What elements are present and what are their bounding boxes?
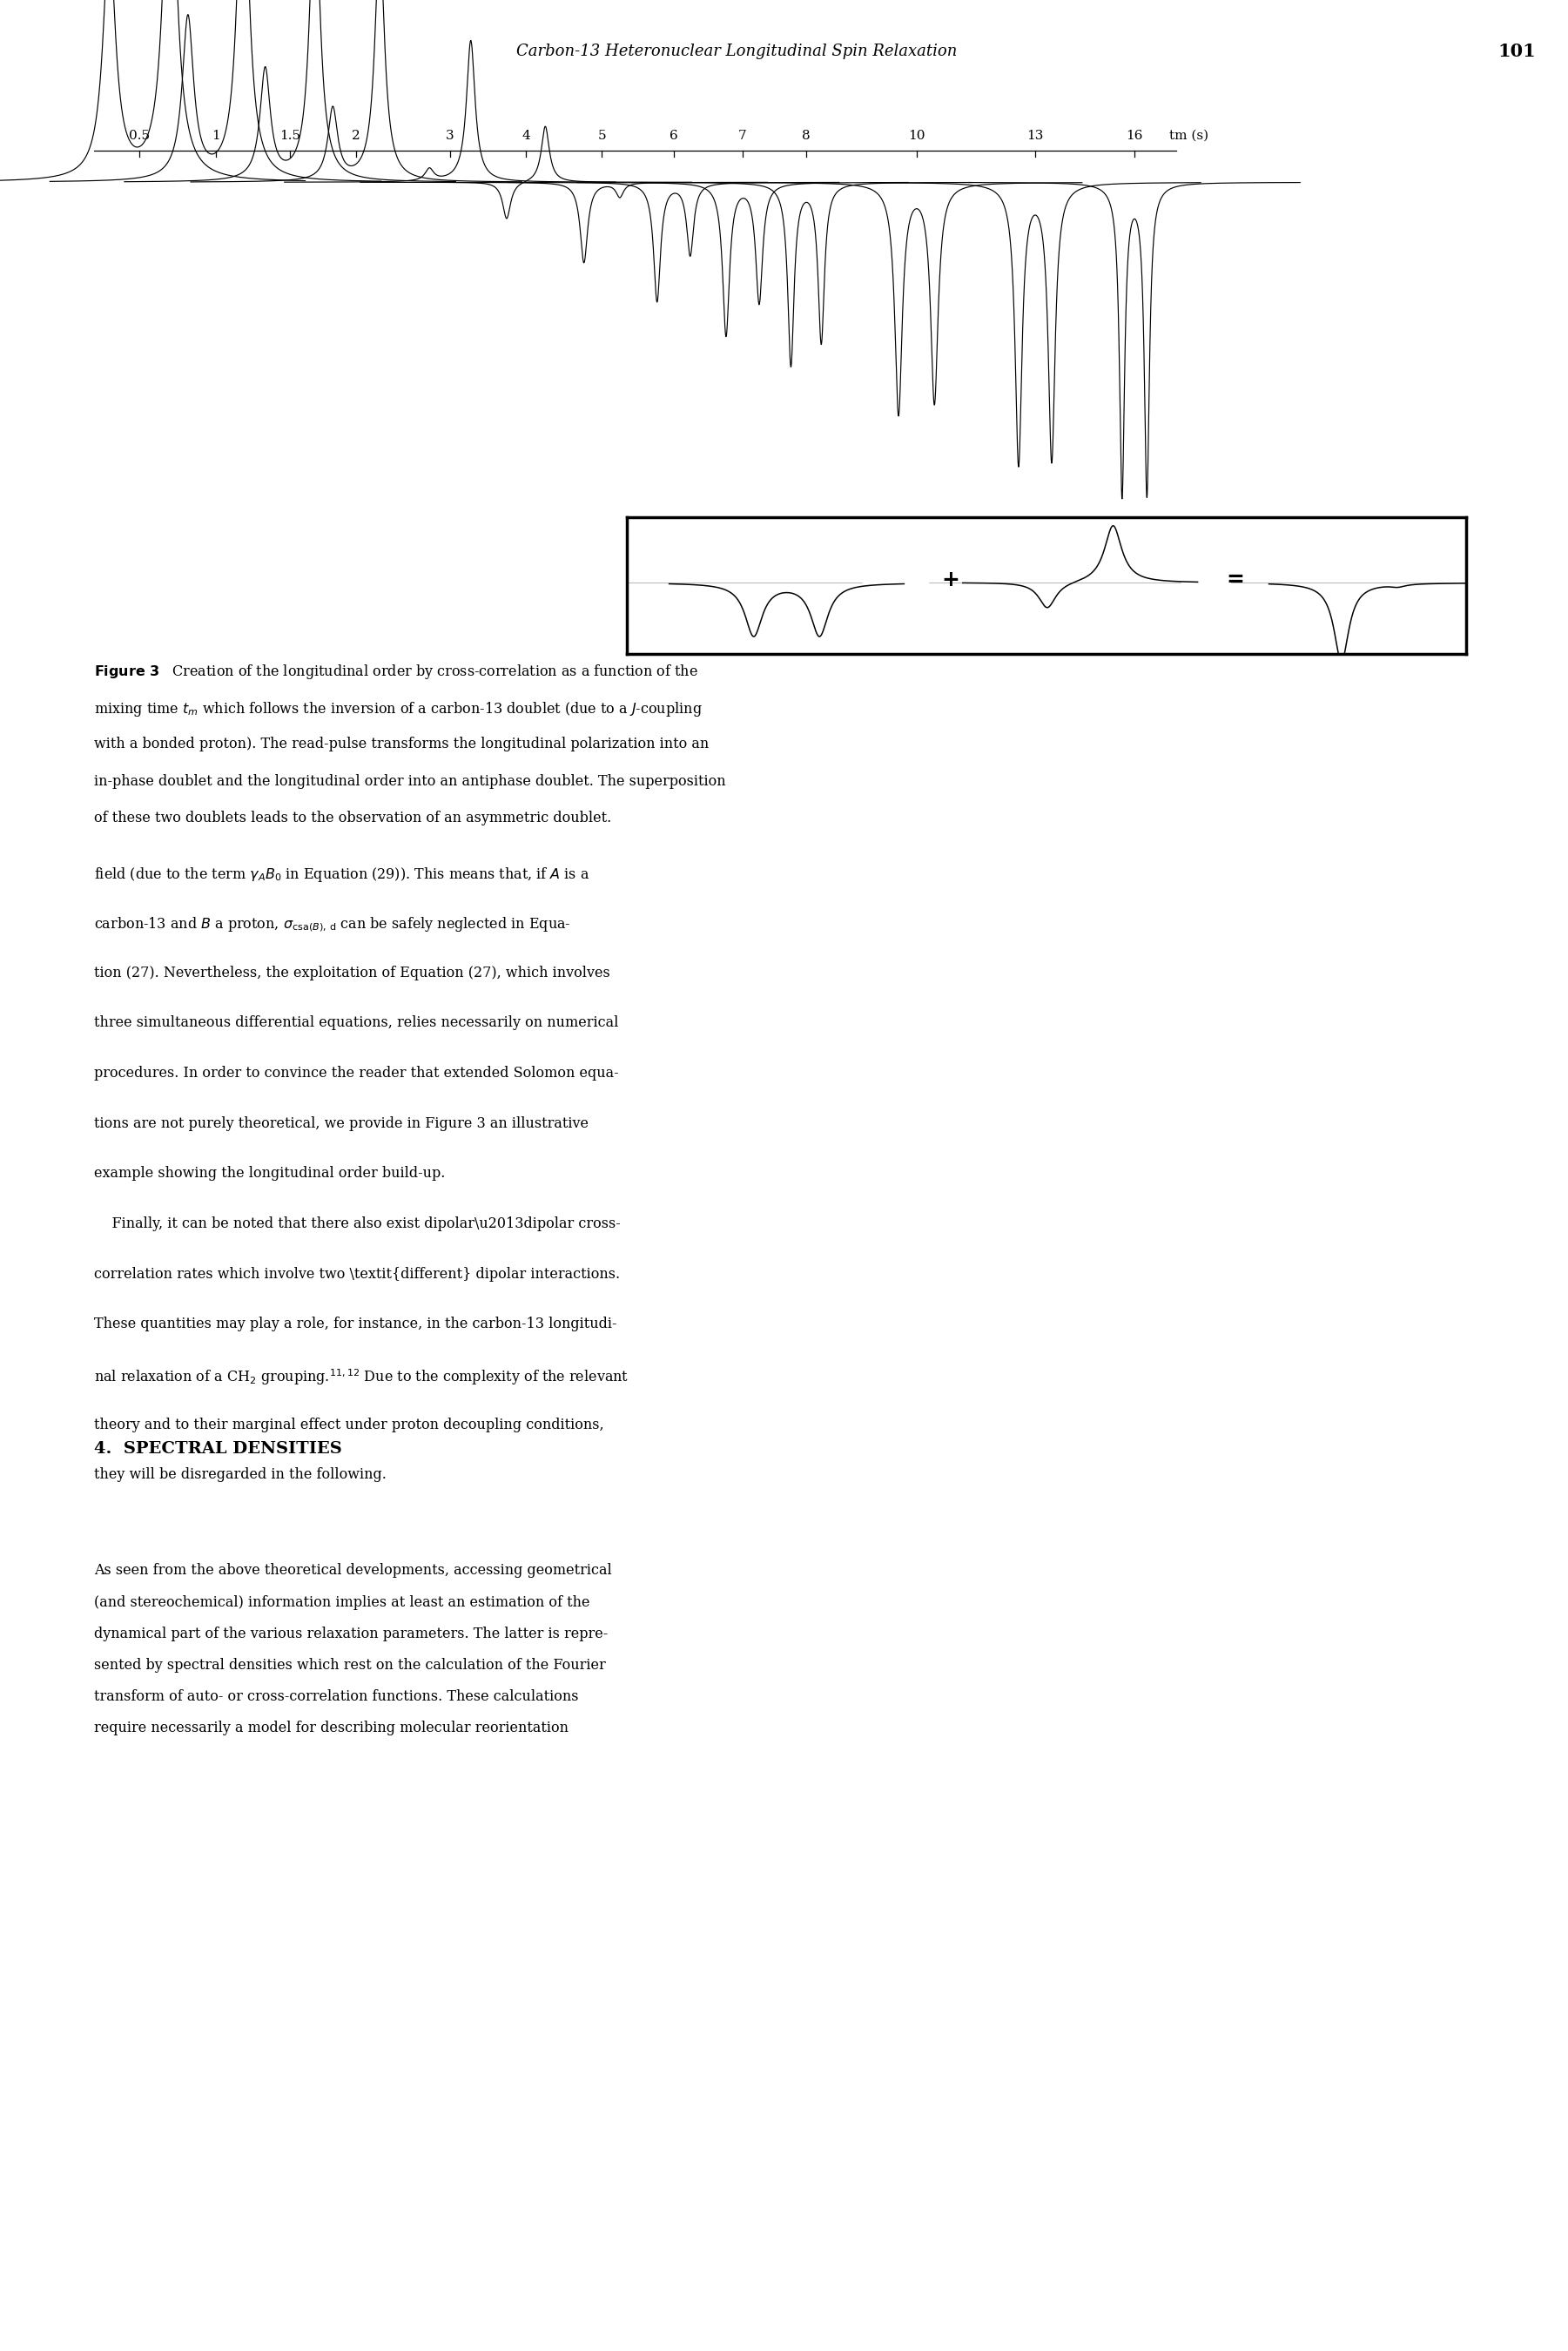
Text: require necessarily a model for describing molecular reorientation: require necessarily a model for describi… bbox=[94, 1721, 569, 1735]
Text: of these two doublets leads to the observation of an asymmetric doublet.: of these two doublets leads to the obser… bbox=[94, 811, 612, 825]
Text: 10: 10 bbox=[908, 129, 925, 141]
Text: 6: 6 bbox=[670, 129, 677, 141]
Text: 8: 8 bbox=[801, 129, 811, 141]
Text: mixing time $t_m$ which follows the inversion of a carbon-13 doublet (due to a $: mixing time $t_m$ which follows the inve… bbox=[94, 701, 702, 719]
Text: 1.5: 1.5 bbox=[279, 129, 301, 141]
Text: 1: 1 bbox=[212, 129, 220, 141]
Text: field (due to the term $\gamma_A B_0$ in Equation (29)). This means that, if $A$: field (due to the term $\gamma_A B_0$ in… bbox=[94, 865, 590, 884]
Text: example showing the longitudinal order build-up.: example showing the longitudinal order b… bbox=[94, 1166, 445, 1180]
Text: $\mathbf{Figure\ 3}$   Creation of the longitudinal order by cross-correlation a: $\mathbf{Figure\ 3}$ Creation of the lon… bbox=[94, 663, 698, 682]
Text: 5: 5 bbox=[597, 129, 607, 141]
Text: +: + bbox=[941, 569, 960, 590]
Text: carbon-13 and $B$ a proton, $\sigma_{\mathrm{csa}(B),\,\mathrm{d}}$ can be safel: carbon-13 and $B$ a proton, $\sigma_{\ma… bbox=[94, 915, 571, 933]
Text: transform of auto- or cross-correlation functions. These calculations: transform of auto- or cross-correlation … bbox=[94, 1688, 579, 1704]
Text: nal relaxation of a CH$_2$ grouping.$^{11,12}$ Due to the complexity of the rele: nal relaxation of a CH$_2$ grouping.$^{1… bbox=[94, 1366, 629, 1387]
Text: 101: 101 bbox=[1497, 42, 1535, 61]
Text: three simultaneous differential equations, relies necessarily on numerical: three simultaneous differential equation… bbox=[94, 1016, 618, 1030]
Text: 4.  SPECTRAL DENSITIES: 4. SPECTRAL DENSITIES bbox=[94, 1441, 342, 1455]
Text: Carbon-13 Heteronuclear Longitudinal Spin Relaxation: Carbon-13 Heteronuclear Longitudinal Spi… bbox=[516, 45, 958, 59]
Text: tion (27). Nevertheless, the exploitation of Equation (27), which involves: tion (27). Nevertheless, the exploitatio… bbox=[94, 966, 610, 980]
Text: 3: 3 bbox=[445, 129, 455, 141]
Text: 2: 2 bbox=[351, 129, 361, 141]
Text: tions are not purely theoretical, we provide in Figure 3 an illustrative: tions are not purely theoretical, we pro… bbox=[94, 1117, 588, 1131]
Text: 16: 16 bbox=[1126, 129, 1143, 141]
Text: theory and to their marginal effect under proton decoupling conditions,: theory and to their marginal effect unde… bbox=[94, 1418, 604, 1432]
Text: These quantities may play a role, for instance, in the carbon-13 longitudi-: These quantities may play a role, for in… bbox=[94, 1317, 616, 1331]
Text: Finally, it can be noted that there also exist dipolar\u2013dipolar cross-: Finally, it can be noted that there also… bbox=[94, 1215, 621, 1232]
Text: (and stereochemical) information implies at least an estimation of the: (and stereochemical) information implies… bbox=[94, 1594, 590, 1610]
Text: they will be disregarded in the following.: they will be disregarded in the followin… bbox=[94, 1467, 386, 1481]
Text: procedures. In order to convince the reader that extended Solomon equa-: procedures. In order to convince the rea… bbox=[94, 1065, 619, 1081]
Text: tm (s): tm (s) bbox=[1170, 129, 1209, 141]
Text: 7: 7 bbox=[739, 129, 746, 141]
Text: sented by spectral densities which rest on the calculation of the Fourier: sented by spectral densities which rest … bbox=[94, 1657, 605, 1672]
Text: =: = bbox=[1226, 569, 1245, 590]
Text: dynamical part of the various relaxation parameters. The latter is repre-: dynamical part of the various relaxation… bbox=[94, 1627, 608, 1641]
Text: with a bonded proton). The read-pulse transforms the longitudinal polarization i: with a bonded proton). The read-pulse tr… bbox=[94, 736, 709, 752]
Text: 4: 4 bbox=[522, 129, 530, 141]
Text: 0.5: 0.5 bbox=[129, 129, 151, 141]
Text: 13: 13 bbox=[1027, 129, 1044, 141]
Text: As seen from the above theoretical developments, accessing geometrical: As seen from the above theoretical devel… bbox=[94, 1563, 612, 1578]
Text: correlation rates which involve two \textit{different} dipolar interactions.: correlation rates which involve two \tex… bbox=[94, 1267, 619, 1281]
Text: in-phase doublet and the longitudinal order into an antiphase doublet. The super: in-phase doublet and the longitudinal or… bbox=[94, 773, 726, 790]
